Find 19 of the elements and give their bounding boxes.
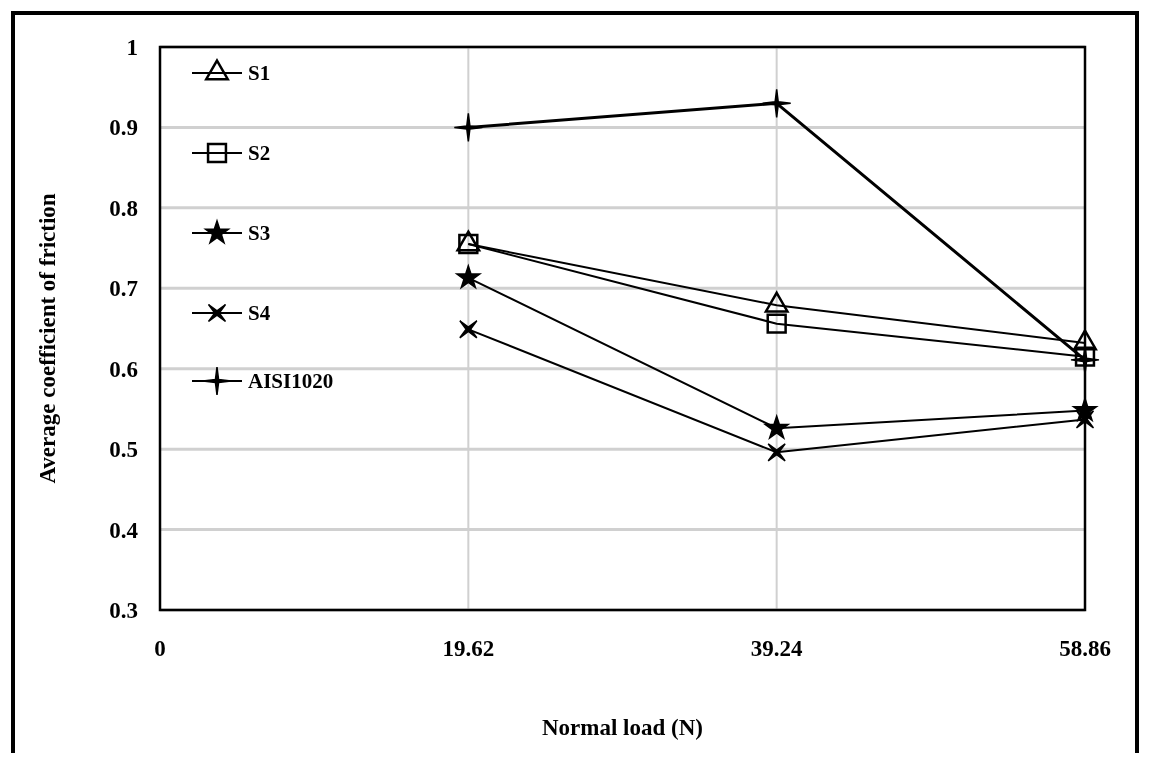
x-tick-label: 58.86 xyxy=(1059,636,1111,661)
y-tick-label: 1 xyxy=(126,35,138,61)
y-tick-label: 0.7 xyxy=(109,276,138,302)
legend-label: AISI1020 xyxy=(248,369,334,394)
y-tick-label: 0.5 xyxy=(109,437,138,463)
legend-label: S4 xyxy=(248,301,271,326)
legend-label: S2 xyxy=(248,141,271,166)
y-tick-label: 0.4 xyxy=(109,517,139,543)
y-tick-label: 0.3 xyxy=(109,598,138,624)
y-tick-label: 0.9 xyxy=(109,115,138,141)
legend-label: S1 xyxy=(248,61,271,86)
x-tick-label: 19.62 xyxy=(442,636,495,661)
x-axis-title: Normal load (N) xyxy=(542,715,703,740)
x-tick-label: 39.24 xyxy=(750,636,804,661)
y-axis-title: Average coefficient of friction xyxy=(35,193,60,484)
y-tick-label: 0.6 xyxy=(109,356,138,382)
y-tick-label: 0.8 xyxy=(109,195,138,221)
x-tick-label: 0 xyxy=(154,636,166,661)
legend-label: S3 xyxy=(248,221,271,246)
